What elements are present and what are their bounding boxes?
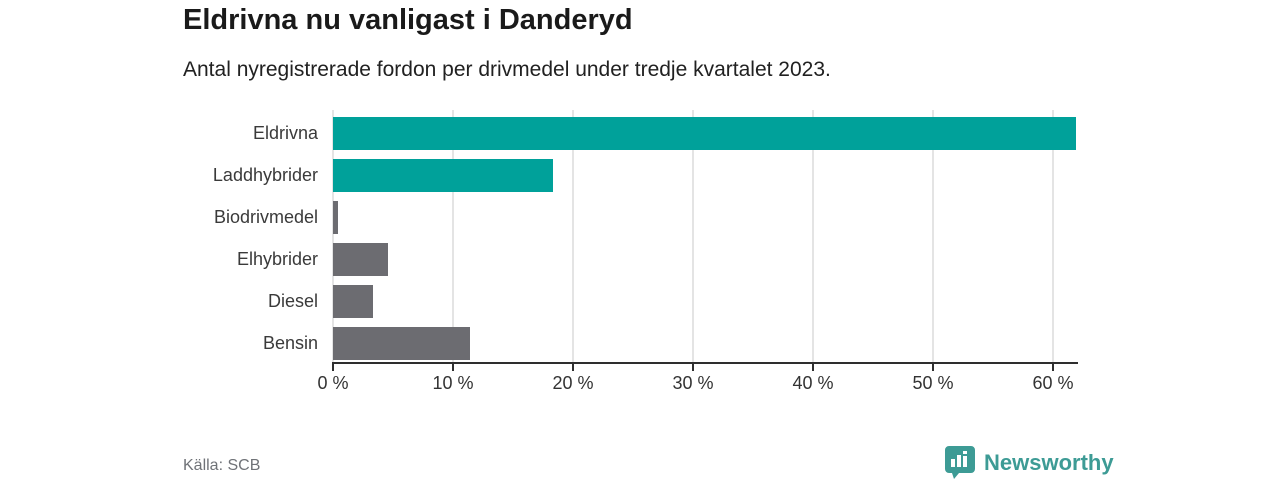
tick-label-10: 10 % [432, 373, 474, 393]
newsworthy-logo-icon [945, 446, 975, 479]
tick-label-40: 40 % [792, 373, 834, 393]
category-label-biodrivmedel: Biodrivmedel [213, 207, 318, 227]
bar-diesel [333, 285, 373, 318]
source-label: Källa: SCB [183, 457, 261, 474]
tick-label-50: 50 % [912, 373, 954, 393]
tick-50 [932, 364, 934, 371]
tick-60 [1052, 364, 1054, 371]
bar-elhybrider [333, 243, 389, 276]
category-label-elhybrider: Elhybrider [236, 249, 318, 269]
tick-20 [572, 364, 574, 371]
gridline-40 [812, 110, 814, 362]
x-axis-line [332, 362, 1078, 364]
tick-0 [332, 364, 334, 371]
chart-subtitle: Antal nyregistrerade fordon per drivmede… [183, 58, 831, 81]
gridline-20 [572, 110, 574, 362]
bar-chart-plot-area [332, 110, 1077, 362]
category-label-bensin: Bensin [262, 333, 318, 353]
gridline-30 [692, 110, 694, 362]
tick-label-30: 30 % [672, 373, 714, 393]
tick-label-20: 20 % [552, 373, 594, 393]
gridline-50 [932, 110, 934, 362]
gridline-60 [1052, 110, 1054, 362]
bar-bensin [333, 327, 470, 360]
tick-40 [812, 364, 814, 371]
category-label-laddhybrider: Laddhybrider [212, 165, 318, 185]
category-label-eldrivna: Eldrivna [252, 123, 318, 143]
category-label-diesel: Diesel [267, 291, 318, 311]
gridline-10 [452, 110, 454, 362]
bar-laddhybrider [333, 159, 553, 192]
tick-label-0: 0 % [317, 373, 349, 393]
tick-30 [692, 364, 694, 371]
brand-name: Newsworthy [984, 449, 1114, 475]
brand-logo: Newsworthy [944, 445, 1114, 480]
tick-10 [452, 364, 454, 371]
bar-eldrivna [333, 117, 1076, 150]
chart-title: Eldrivna nu vanligast i Danderyd [183, 4, 633, 36]
tick-label-60: 60 % [1032, 373, 1074, 393]
gridline-0 [332, 110, 334, 362]
bar-biodrivmedel [333, 201, 338, 234]
